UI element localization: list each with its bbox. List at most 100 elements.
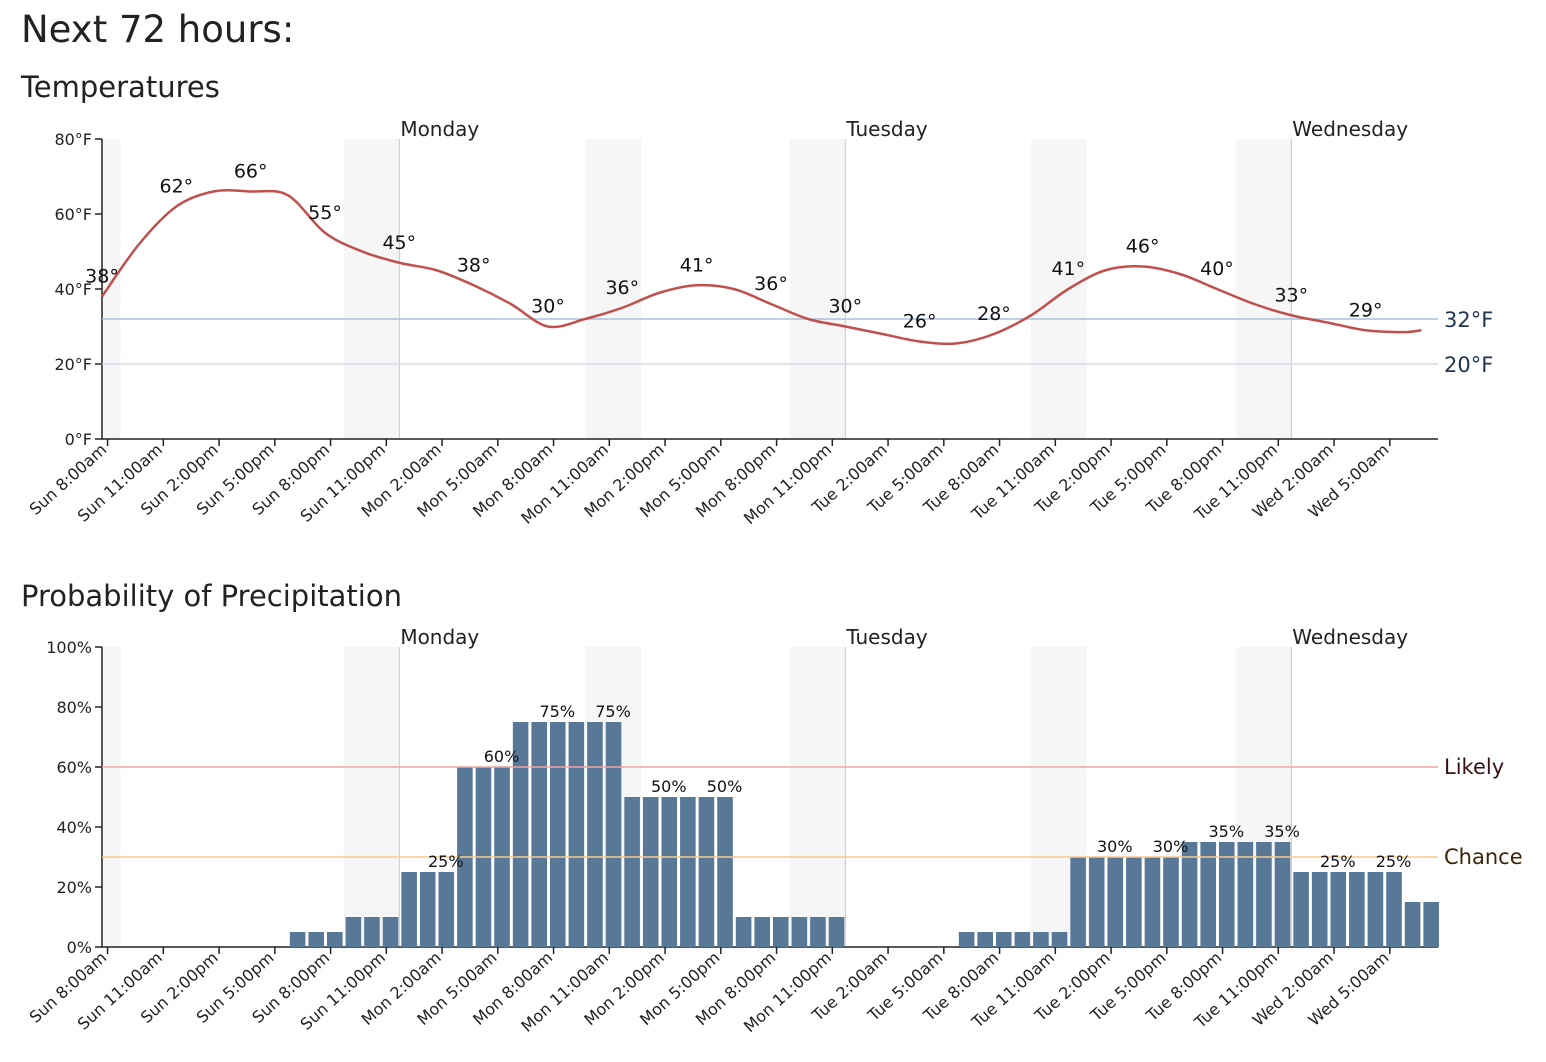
precip-bar xyxy=(1293,872,1309,947)
precip-bar xyxy=(419,872,436,947)
night-band xyxy=(585,139,641,439)
temperature-point-label: 46° xyxy=(1126,236,1160,258)
temperature-chart-title: Temperatures xyxy=(21,70,220,104)
precip-bar xyxy=(308,932,324,947)
day-label: Monday xyxy=(400,625,479,649)
precip-bar xyxy=(1033,932,1049,947)
temperature-point-label: 36° xyxy=(605,277,639,299)
precip-bar xyxy=(995,932,1012,947)
night-band xyxy=(789,139,846,439)
precip-bar xyxy=(810,917,826,947)
precip-bar xyxy=(1274,842,1291,947)
reference-label: 32°F xyxy=(1444,308,1493,332)
precip-bar xyxy=(382,917,399,947)
precipitation-chart-title: Probability of Precipitation xyxy=(21,579,402,613)
temperature-point-label: 29° xyxy=(1349,299,1383,321)
precip-bar xyxy=(1404,902,1421,947)
precip-bar xyxy=(1163,857,1179,947)
precip-bar xyxy=(364,917,380,947)
precip-bar xyxy=(772,917,789,947)
temperature-line xyxy=(100,188,1422,346)
y-tick-label: 20°F xyxy=(54,355,92,374)
temperature-point-label: 30° xyxy=(828,296,862,318)
temperature-point-label: 41° xyxy=(1051,258,1085,280)
precip-bar xyxy=(791,917,808,947)
precip-bar xyxy=(624,797,640,947)
y-tick-label: 20% xyxy=(56,878,92,897)
reference-label: Likely xyxy=(1444,755,1504,779)
precip-bar xyxy=(1014,932,1031,947)
precip-bar-label: 50% xyxy=(651,777,687,796)
temperature-point-label: 38° xyxy=(457,254,491,276)
precip-bar xyxy=(345,917,362,947)
precip-bar xyxy=(326,932,343,947)
precip-bar xyxy=(289,932,306,947)
day-label: Wednesday xyxy=(1292,117,1408,141)
precip-bar xyxy=(1144,857,1161,947)
precip-bar-label: 35% xyxy=(1264,822,1300,841)
precip-bar xyxy=(1051,932,1068,947)
temperature-point-label: 28° xyxy=(977,303,1011,325)
precip-bar xyxy=(1218,842,1235,947)
y-tick-label: 100% xyxy=(46,638,92,657)
night-band xyxy=(1235,139,1292,439)
y-tick-label: 0% xyxy=(67,938,92,957)
y-tick-label: 60°F xyxy=(54,205,92,224)
precip-bar xyxy=(438,872,455,947)
precip-bar xyxy=(698,797,715,947)
precip-bar-label: 25% xyxy=(1320,852,1356,871)
precipitation-chart: Monday Tuesday Wednesday 0% 20% 40% 60% 80% 100%… xyxy=(26,625,1523,1036)
precip-bar-label: 75% xyxy=(595,702,631,721)
precip-bar xyxy=(642,797,659,947)
day-label: Monday xyxy=(400,117,479,141)
night-band xyxy=(789,647,846,947)
precip-bar xyxy=(1107,857,1124,947)
precip-bar xyxy=(401,872,417,947)
precip-bar-label: 50% xyxy=(707,777,743,796)
precip-bar-label: 35% xyxy=(1208,822,1244,841)
temperature-point-label: 40° xyxy=(1200,258,1234,280)
night-band xyxy=(343,647,400,947)
y-tick-label: 40% xyxy=(56,818,92,837)
precip-bar-label: 30% xyxy=(1153,837,1189,856)
y-tick-label: 80°F xyxy=(54,130,92,149)
precip-bar xyxy=(680,797,696,947)
precip-bar xyxy=(1256,842,1272,947)
precip-bar xyxy=(1181,842,1198,947)
precip-bar xyxy=(1311,872,1328,947)
precip-bar xyxy=(977,932,993,947)
reference-label: Chance xyxy=(1444,845,1523,869)
precip-bar xyxy=(1349,872,1365,947)
precip-bar xyxy=(1200,842,1216,947)
precip-bar xyxy=(1126,857,1142,947)
night-band xyxy=(1031,139,1087,439)
y-tick-label: 0°F xyxy=(65,430,92,449)
temperature-point-label: 66° xyxy=(234,161,268,183)
precip-bar xyxy=(735,917,752,947)
temperature-point-label: 36° xyxy=(754,273,788,295)
y-tick-label: 80% xyxy=(56,698,92,717)
precip-bar-label: 30% xyxy=(1097,837,1133,856)
temperature-point-label: 33° xyxy=(1274,284,1308,306)
night-band xyxy=(102,647,121,947)
day-label: Tuesday xyxy=(845,625,928,649)
y-tick-label: 40°F xyxy=(54,280,92,299)
temperature-point-label: 55° xyxy=(308,202,342,224)
night-band xyxy=(102,139,121,439)
temperature-point-label: 30° xyxy=(531,296,565,318)
precip-bar xyxy=(717,797,733,947)
precip-bar xyxy=(661,797,678,947)
night-band xyxy=(343,139,400,439)
page-title: Next 72 hours: xyxy=(21,8,295,51)
precip-bar xyxy=(1367,872,1384,947)
temperature-chart: Monday Tuesday Wednesday 0°F 20°F 40°F 60°F 80°… xyxy=(26,117,1494,528)
precip-bar xyxy=(958,932,975,947)
precip-bar xyxy=(1237,842,1254,947)
precip-bar xyxy=(587,722,603,947)
y-tick-label: 60% xyxy=(56,758,92,777)
precip-bar xyxy=(1423,902,1439,947)
precip-bar xyxy=(828,917,845,947)
precip-bar xyxy=(512,722,529,947)
precip-bar xyxy=(549,722,566,947)
precip-bar xyxy=(568,722,585,947)
